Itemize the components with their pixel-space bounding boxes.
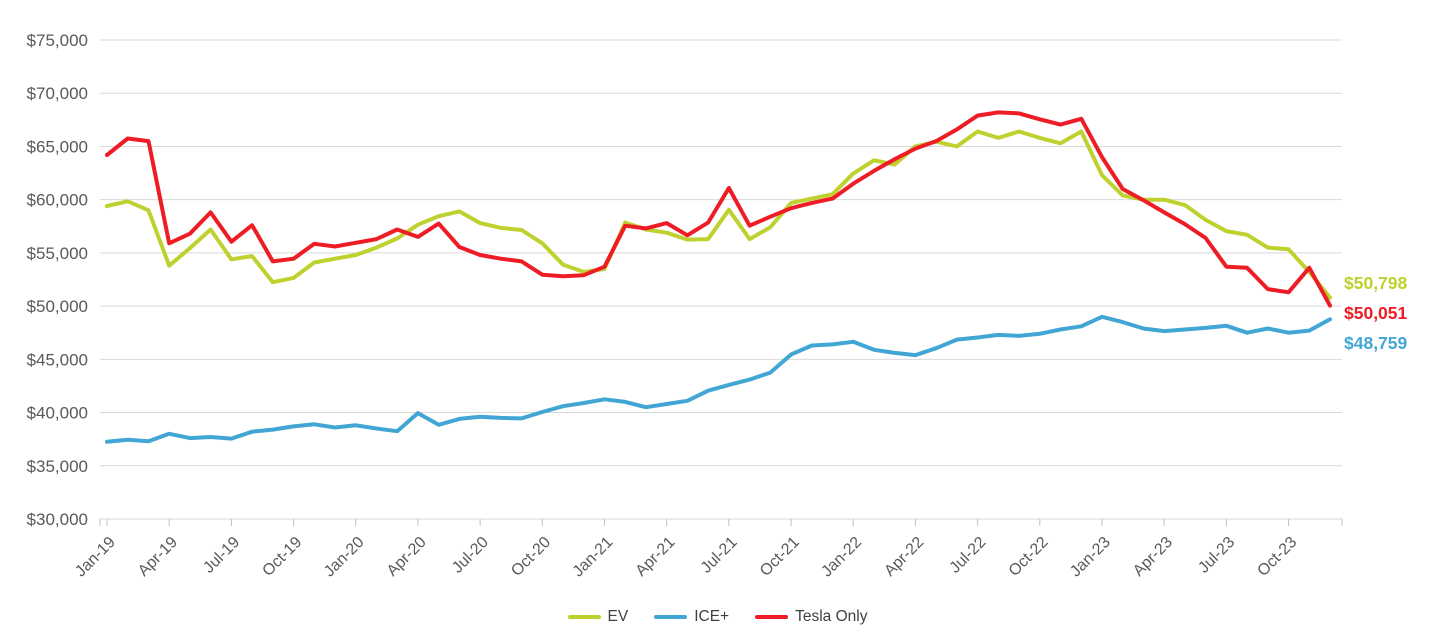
legend-label-tesla: Tesla Only [795,608,868,625]
x-ticks [99,519,1343,526]
x-tick-label: Jan-23 [1067,534,1114,581]
x-tick-label: Oct-19 [259,534,305,580]
series-line-ev [105,129,1332,300]
y-tick-label: $60,000 [27,191,88,210]
x-tick-label: Jul-21 [698,534,741,577]
legend-item-ev: EV [567,608,629,626]
x-tick-label: Jul-22 [947,534,990,577]
y-tick-label: $50,000 [27,297,88,316]
ice-line-swatch [654,615,688,619]
y-tick-label: $75,000 [27,31,88,50]
end-label-tesla-only: $50,051 [1344,303,1408,323]
x-tick-label: Jan-19 [72,534,119,581]
end-label-ev: $50,798 [1344,273,1408,293]
x-tick-label: Oct-23 [1254,534,1300,580]
legend-item-tesla: Tesla Only [755,608,867,626]
x-axis-labels: Jan-19 Apr-19 Jul-19 Oct-19 Jan-20 Apr-20 Jul-… [72,534,1300,581]
legend-item-ice: ICE+ [654,608,729,626]
x-tick-label: Oct-20 [508,534,554,580]
x-tick-label: Apr-23 [1130,534,1176,580]
y-tick-label: $45,000 [27,350,88,369]
x-tick-label: Jul-23 [1195,534,1238,577]
y-tick-label: $30,000 [27,510,88,529]
y-tick-label: $70,000 [27,84,88,103]
legend-label-ev: EV [607,608,629,625]
x-tick-label: Jan-21 [570,534,617,581]
series-end-labels: $50,798 $50,051 $48,759 [1344,273,1408,353]
x-tick-label: Apr-19 [135,534,181,580]
tesla-line-swatch [755,615,789,619]
x-tick-label: Oct-22 [1006,534,1052,580]
x-tick-label: Apr-22 [881,534,927,580]
series-line-ice- [105,314,1332,444]
x-tick-label: Jan-22 [818,534,865,581]
x-tick-label: Jan-20 [321,534,368,581]
x-tick-label: Jul-19 [200,534,243,577]
legend-label-ice: ICE+ [694,608,730,625]
y-tick-label: $65,000 [27,137,88,156]
end-label-ice-: $48,759 [1344,333,1408,353]
series-line-tesla-only [105,110,1332,308]
y-tick-label: $55,000 [27,244,88,263]
x-tick-label: Apr-21 [633,534,679,580]
x-tick-label: Apr-20 [384,534,430,580]
ev-line-swatch [567,615,601,619]
chart-legend: EV ICE+ Tesla Only [0,608,1435,626]
y-gridlines [100,39,1342,520]
y-axis-labels: $75,000 $70,000 $65,000 $60,000 $55,000 $50,0… [27,31,88,529]
y-tick-label: $35,000 [27,457,88,476]
x-tick-label: Jul-20 [449,534,492,577]
y-tick-label: $40,000 [27,404,88,423]
x-tick-label: Oct-21 [757,534,803,580]
